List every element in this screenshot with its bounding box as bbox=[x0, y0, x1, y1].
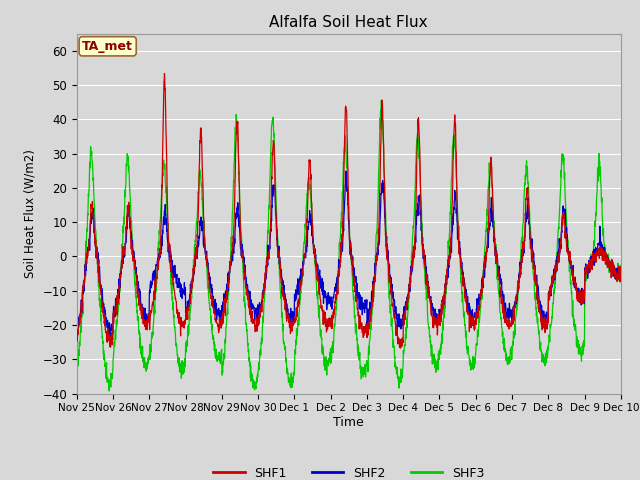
SHF2 bbox=[106, 335, 114, 341]
Line: SHF2: SHF2 bbox=[77, 171, 621, 338]
SHF3 bbox=[508, 348, 515, 354]
Title: Alfalfa Soil Heat Flux: Alfalfa Soil Heat Flux bbox=[269, 15, 428, 30]
SHF1 bbox=[225, 279, 232, 285]
Text: TA_met: TA_met bbox=[82, 40, 133, 53]
SHF1 bbox=[376, 158, 384, 164]
SHF2 bbox=[73, 322, 81, 327]
SHF2 bbox=[225, 275, 232, 280]
SHF2 bbox=[342, 168, 349, 174]
SHF1 bbox=[570, 272, 577, 278]
SHF1 bbox=[397, 345, 404, 351]
SHF3 bbox=[105, 388, 113, 394]
X-axis label: Time: Time bbox=[333, 416, 364, 429]
Legend: SHF1, SHF2, SHF3: SHF1, SHF2, SHF3 bbox=[209, 462, 489, 480]
SHF2 bbox=[377, 203, 385, 209]
Line: SHF1: SHF1 bbox=[77, 73, 621, 348]
SHF1 bbox=[73, 328, 81, 334]
SHF3 bbox=[376, 111, 384, 117]
SHF3 bbox=[584, 266, 592, 272]
Line: SHF3: SHF3 bbox=[77, 100, 621, 391]
SHF2 bbox=[365, 306, 372, 312]
SHF2 bbox=[617, 272, 625, 277]
SHF1 bbox=[161, 71, 168, 76]
SHF1 bbox=[617, 270, 625, 276]
SHF3 bbox=[617, 263, 625, 268]
SHF2 bbox=[508, 311, 515, 316]
SHF3 bbox=[365, 343, 372, 349]
SHF3 bbox=[73, 373, 81, 379]
SHF3 bbox=[225, 282, 232, 288]
SHF1 bbox=[508, 322, 515, 327]
SHF1 bbox=[584, 261, 592, 267]
SHF2 bbox=[584, 263, 592, 268]
SHF3 bbox=[378, 97, 385, 103]
SHF1 bbox=[365, 321, 372, 327]
Y-axis label: Soil Heat Flux (W/m2): Soil Heat Flux (W/m2) bbox=[24, 149, 36, 278]
SHF2 bbox=[570, 263, 577, 268]
SHF3 bbox=[570, 315, 577, 321]
